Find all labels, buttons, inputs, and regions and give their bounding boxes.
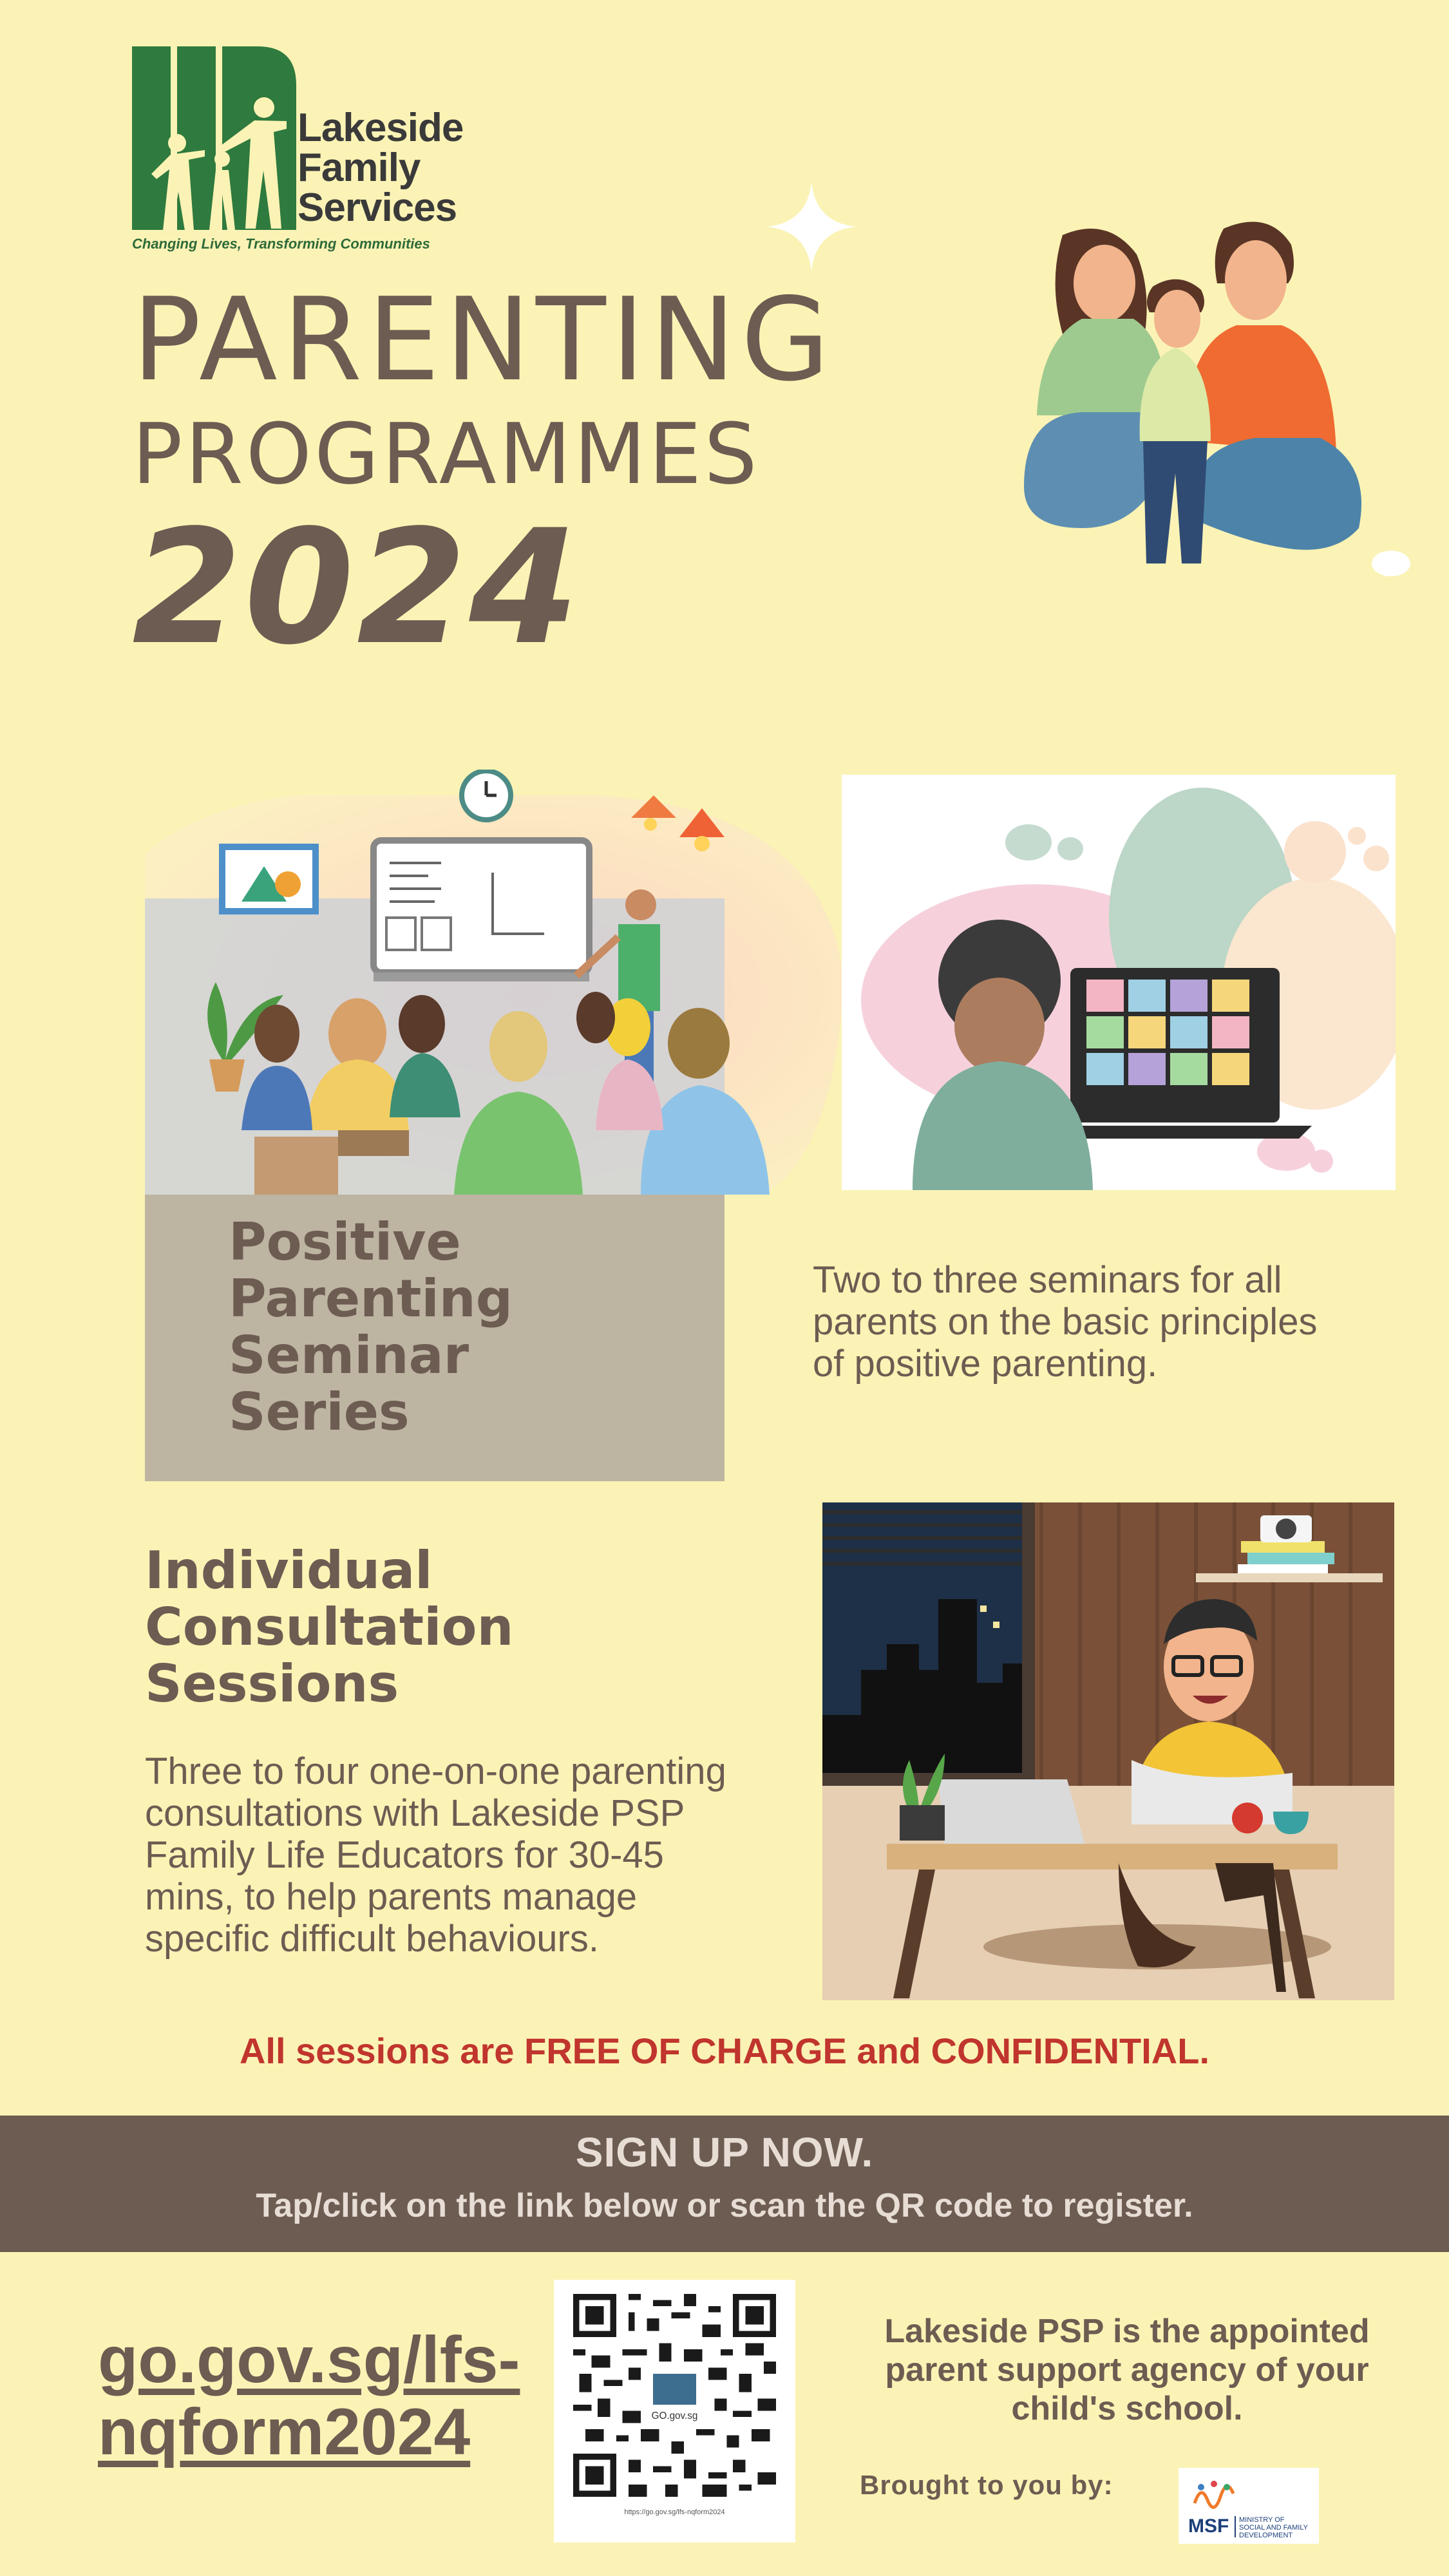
signup-subtext: Tap/click on the link below or scan the … bbox=[256, 2187, 1193, 2224]
title-line-1: PARENTING bbox=[132, 273, 835, 406]
lakeside-logo-mark bbox=[132, 46, 296, 230]
free-confidential-note: All sessions are FREE OF CHARGE and CONF… bbox=[239, 2031, 1209, 2071]
logo-wordmark: Lakeside Family Services bbox=[298, 106, 464, 230]
seminar-title: Positive Parenting Seminar Series bbox=[229, 1212, 513, 1442]
svg-text:DEVELOPMENT: DEVELOPMENT bbox=[1239, 2532, 1293, 2539]
signup-banner bbox=[0, 2116, 1449, 2252]
msf-logo: MSF MINISTRY OF SOCIAL AND FAMILY DEVELO… bbox=[1179, 2468, 1319, 2544]
svg-text:GO.gov.sg: GO.gov.sg bbox=[652, 2410, 698, 2421]
signup-heading: SIGN UP NOW. bbox=[575, 2129, 874, 2175]
consultation-title: Individual Consultation Sessions bbox=[145, 1540, 514, 1714]
qr-code[interactable]: GO.gov.sg bbox=[573, 2294, 776, 2497]
sparkle-icon bbox=[766, 182, 857, 272]
msf-logo-mark: MSF MINISTRY OF SOCIAL AND FAMILY DEVELO… bbox=[1188, 2481, 1309, 2539]
online-seminar-illustration bbox=[842, 775, 1396, 1190]
seminar-classroom-illustration bbox=[145, 770, 844, 1195]
svg-text:MSF: MSF bbox=[1188, 2515, 1229, 2537]
consultation-description: Three to four one-on-one parenting consu… bbox=[145, 1750, 726, 1960]
title-year: 2024 bbox=[132, 496, 582, 679]
logo-tagline: Changing Lives, Transforming Communities bbox=[132, 236, 430, 252]
title-line-2: PROGRAMMES bbox=[132, 405, 760, 503]
seminar-description: Two to three seminars for all parents on… bbox=[813, 1259, 1318, 1385]
registration-link[interactable]: go.gov.sg/lfs- nqform2024 bbox=[98, 2323, 520, 2468]
svg-text:SOCIAL AND FAMILY: SOCIAL AND FAMILY bbox=[1239, 2524, 1309, 2532]
family-illustration bbox=[1024, 222, 1410, 576]
consultation-illustration bbox=[822, 1502, 1394, 2000]
svg-text:MINISTRY OF: MINISTRY OF bbox=[1239, 2516, 1285, 2524]
agency-statement: Lakeside PSP is the appointed parent sup… bbox=[884, 2313, 1370, 2427]
brought-to-you-by: Brought to you by: bbox=[860, 2470, 1113, 2500]
qr-caption: https://go.gov.sg/lfs-nqform2024 bbox=[624, 2508, 725, 2516]
